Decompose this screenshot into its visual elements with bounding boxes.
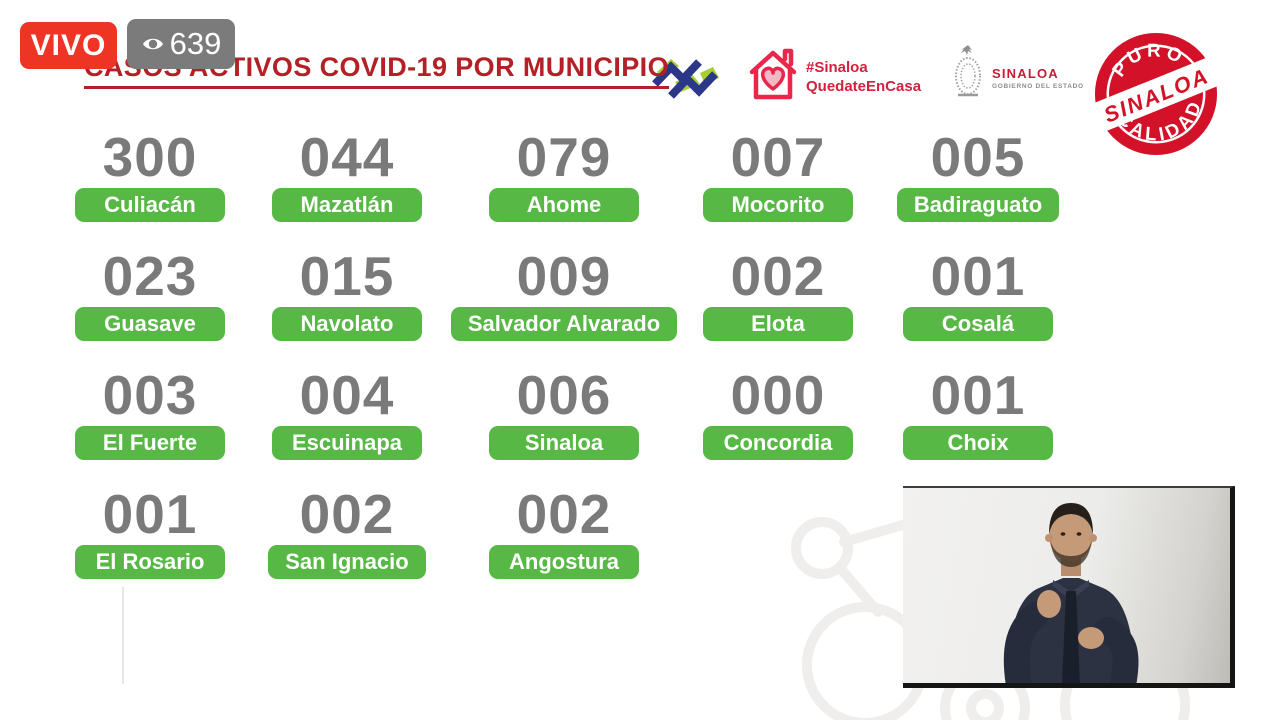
case-count: 044 [299,126,395,188]
health-logo [645,46,723,106]
municipality-badge: Angostura [489,545,639,579]
municipality-badge: El Rosario [75,545,225,579]
municipality-badge: Sinaloa [489,426,639,460]
quality-stamp: PURO CALIDAD SINALOA [1084,30,1228,163]
cases-grid: 300 Culiacán 044 Mazatlán 079 Ahome 007 Mocorit… [52,128,1082,604]
municipality-badge: Navolato [272,307,422,341]
municipality-badge: San Ignacio [268,545,426,579]
municipality-badge: Choix [903,426,1053,460]
case-count: 002 [730,245,826,307]
municipality-cell: 005 Badiraguato [896,126,1060,247]
case-count: 002 [299,483,395,545]
municipality-badge: Guasave [75,307,225,341]
municipality-cell: 079 Ahome [489,128,639,247]
municipality-cell: 001 Cosalá [903,247,1053,366]
municipality-cell: 001 Choix [903,366,1053,485]
municipality-badge: Elota [703,307,853,341]
municipality-cell: 023 Guasave [75,247,225,366]
eye-icon [141,34,165,54]
municipality-cell: 015 Navolato [272,247,422,366]
case-count: 001 [930,364,1026,426]
stay-home-text: #Sinaloa QuedateEnCasa [806,58,921,96]
state-government-logo [948,42,988,105]
case-count: 000 [730,364,826,426]
case-count: 006 [516,364,612,426]
case-count: 009 [516,245,612,307]
eagle-crest-icon [955,45,981,97]
live-badge-label: VIVO [30,28,107,62]
municipality-badge: Cosalá [903,307,1053,341]
case-count: 023 [102,245,198,307]
case-count: 015 [299,245,395,307]
municipality-cell: 002 Elota [703,247,853,366]
sign-language-interpreter-video [903,486,1235,688]
viewer-count-badge: 639 [127,19,235,69]
municipality-cell: 009 Salvador Alvarado [450,245,678,366]
case-count: 004 [299,364,395,426]
municipality-cell: 004 Escuinapa [272,366,422,485]
municipality-cell: 002 Angostura [489,485,639,604]
case-count: 001 [102,483,198,545]
municipality-badge: Salvador Alvarado [450,307,678,341]
municipality-badge: Badiraguato [896,188,1060,222]
municipality-badge: Mocorito [703,188,853,222]
state-government-text: SINALOA GOBIERNO DEL ESTADO [992,66,1084,90]
case-count: 005 [930,126,1026,188]
case-count: 003 [102,364,198,426]
municipality-cell: 001 El Rosario [75,485,225,604]
viewer-count: 639 [169,26,222,61]
case-count: 002 [516,483,612,545]
state-name: SINALOA [992,66,1059,81]
stay-home-logo [742,44,804,111]
municipality-badge: Escuinapa [272,426,422,460]
divider-line [122,587,124,684]
stay-home-hashtag: #Sinaloa [806,59,868,76]
municipality-cell: 003 El Fuerte [75,366,225,485]
municipality-cell: 006 Sinaloa [489,366,639,485]
municipality-badge: Ahome [489,188,639,222]
case-count: 079 [516,126,612,188]
municipality-cell: 000 Concordia [703,366,853,485]
municipality-badge: Culiacán [75,188,225,222]
case-count: 007 [730,126,826,188]
case-count: 001 [930,245,1026,307]
municipality-badge: Concordia [703,426,853,460]
stay-home-campaign: QuedateEnCasa [806,78,922,95]
municipality-badge: Mazatlán [272,188,422,222]
municipality-badge: El Fuerte [75,426,225,460]
municipality-cell: 007 Mocorito [703,128,853,247]
municipality-cell: 300 Culiacán [75,128,225,247]
case-count: 300 [102,126,198,188]
live-badge: VIVO [20,22,117,69]
house-heart-icon [749,48,797,100]
municipality-cell: 002 San Ignacio [268,483,426,604]
state-subtitle: GOBIERNO DEL ESTADO [992,83,1084,90]
interpreter-figure [1003,503,1139,683]
municipality-cell: 044 Mazatlán [272,128,422,247]
